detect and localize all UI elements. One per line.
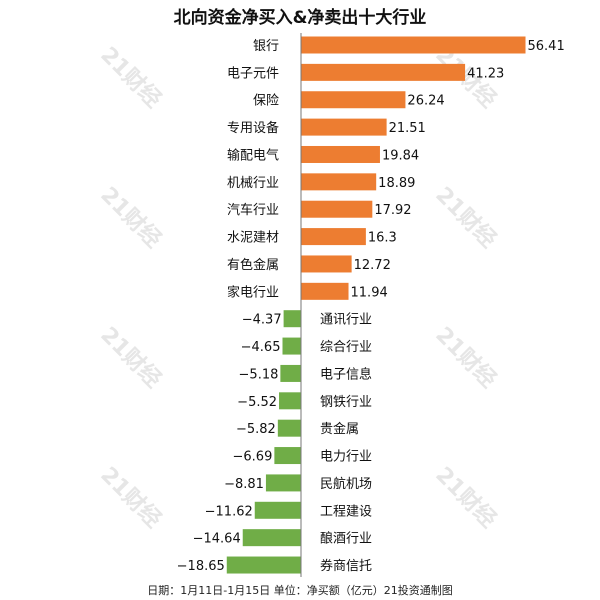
bar bbox=[301, 173, 377, 191]
bar bbox=[242, 529, 301, 547]
bar bbox=[279, 392, 301, 410]
chart-title: 北向资金净买入&净卖出十大行业 bbox=[173, 8, 427, 28]
bar bbox=[283, 310, 301, 328]
bar bbox=[301, 200, 373, 218]
data-label: −14.64 bbox=[193, 532, 241, 547]
bar bbox=[301, 91, 406, 109]
data-label: 41.23 bbox=[467, 66, 504, 81]
data-label: −6.69 bbox=[233, 450, 273, 465]
bar bbox=[282, 337, 301, 355]
bar bbox=[301, 255, 352, 273]
data-label: 11.94 bbox=[351, 285, 388, 300]
bar bbox=[301, 228, 366, 246]
bar bbox=[301, 63, 466, 81]
category-label: 酿酒行业 bbox=[320, 531, 372, 547]
category-label: 机械行业 bbox=[227, 176, 279, 191]
category-label: 输配电气 bbox=[227, 147, 279, 163]
bar bbox=[226, 556, 301, 574]
category-label: 民航机场 bbox=[320, 476, 372, 492]
category-label: 有色金属 bbox=[227, 257, 279, 273]
category-label: 家电行业 bbox=[227, 284, 279, 300]
data-label: −11.62 bbox=[205, 504, 253, 519]
bar bbox=[277, 419, 301, 437]
category-label: 通讯行业 bbox=[320, 313, 372, 328]
category-label: 汽车行业 bbox=[227, 202, 279, 218]
category-label: 贵金属 bbox=[320, 421, 359, 437]
data-label: 19.84 bbox=[382, 148, 419, 163]
category-label: 电力行业 bbox=[320, 450, 372, 465]
category-label: 水泥建材 bbox=[227, 231, 279, 246]
data-label: −5.18 bbox=[239, 367, 279, 382]
category-label: 保险 bbox=[253, 94, 279, 109]
bar bbox=[265, 474, 301, 492]
category-label: 工程建设 bbox=[320, 504, 372, 519]
data-label: −8.81 bbox=[224, 477, 264, 492]
bar bbox=[254, 501, 301, 519]
data-label: 21.51 bbox=[389, 121, 426, 136]
data-label: −5.52 bbox=[237, 395, 277, 410]
data-label: 56.41 bbox=[528, 39, 565, 54]
data-label: 17.92 bbox=[374, 203, 411, 218]
category-label: 钢铁行业 bbox=[320, 395, 372, 410]
bar bbox=[274, 447, 301, 465]
data-label: 12.72 bbox=[354, 258, 391, 273]
data-label: −4.37 bbox=[242, 313, 282, 328]
category-label: 综合行业 bbox=[320, 340, 372, 355]
bar bbox=[301, 36, 526, 54]
data-label: 16.3 bbox=[368, 231, 397, 246]
category-label: 电子元件 bbox=[227, 66, 279, 81]
category-label: 电子信息 bbox=[320, 366, 372, 382]
bar bbox=[301, 145, 380, 163]
bar bbox=[280, 364, 301, 382]
category-label: 券商信托 bbox=[320, 558, 372, 574]
chart-footer: 日期：1月11日-1月15日 单位：净买额（亿元）21投资通制图 bbox=[147, 584, 453, 597]
data-label: 18.89 bbox=[378, 176, 415, 191]
category-label: 专用设备 bbox=[227, 120, 279, 136]
category-label: 银行 bbox=[253, 39, 279, 54]
bar bbox=[301, 282, 349, 300]
data-label: −5.82 bbox=[236, 422, 276, 437]
data-label: −18.65 bbox=[177, 559, 225, 574]
data-label: 26.24 bbox=[407, 94, 444, 109]
bar bbox=[301, 118, 387, 136]
data-label: −4.65 bbox=[241, 340, 281, 355]
